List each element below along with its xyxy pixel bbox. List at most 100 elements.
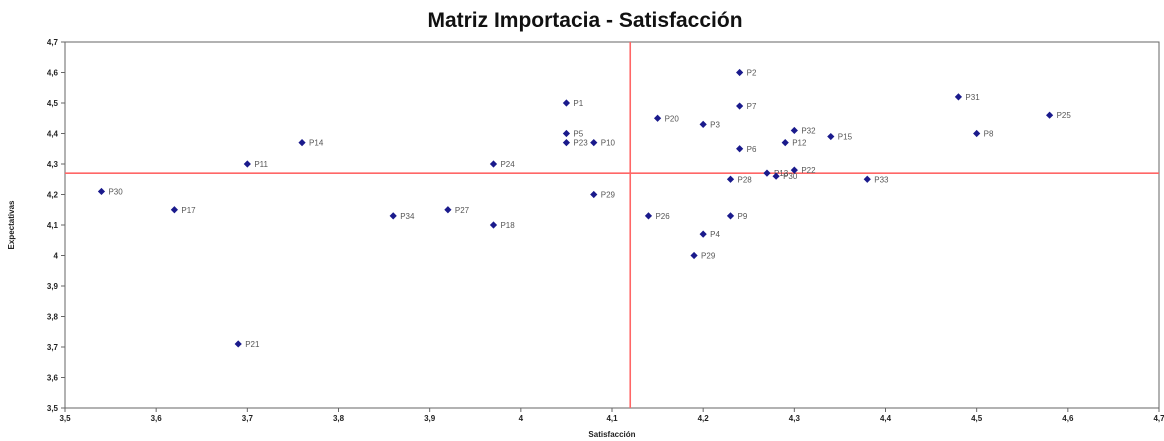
data-point-label: P29 (701, 252, 716, 261)
data-point-label: P9 (738, 212, 748, 221)
data-point-marker (389, 212, 397, 220)
data-point-marker (736, 102, 744, 110)
data-point-label: P33 (874, 175, 889, 184)
data-point-label: P17 (181, 206, 196, 215)
data-point-marker (298, 139, 306, 147)
y-tick-label: 3,8 (47, 313, 59, 322)
data-point-marker (234, 340, 242, 348)
data-point-marker (726, 175, 735, 183)
data-point-marker (562, 139, 571, 147)
x-tick-label: 3,7 (242, 414, 254, 423)
data-point-marker (790, 126, 798, 135)
data-point-marker (736, 145, 744, 153)
data-point-marker (827, 132, 835, 141)
data-point-label: P6 (747, 145, 757, 154)
data-point-label: P26 (655, 212, 670, 221)
data-point-marker (699, 230, 707, 238)
data-point-marker (590, 190, 598, 199)
x-tick-label: 3,8 (333, 414, 345, 423)
data-point-label: P24 (500, 160, 515, 169)
x-tick-label: 4,4 (880, 414, 892, 423)
data-point-marker (170, 206, 178, 214)
data-point-marker (562, 99, 571, 107)
data-point-label: P29 (601, 191, 616, 200)
data-point-marker (790, 166, 798, 174)
data-point-label: P30 (108, 187, 123, 196)
data-point-label: P30 (783, 172, 798, 181)
data-point-label: P27 (455, 206, 470, 215)
data-point-marker (590, 139, 598, 147)
y-tick-label: 4,6 (47, 69, 59, 78)
data-point-label: P7 (747, 102, 757, 111)
data-point-marker (644, 212, 653, 220)
data-point-label: P34 (400, 212, 415, 221)
data-point-label: P25 (1057, 111, 1072, 120)
data-point-label: P23 (573, 139, 588, 148)
data-point-marker (763, 169, 771, 177)
y-tick-label: 3,6 (47, 374, 59, 383)
x-tick-label: 4,2 (698, 414, 710, 423)
data-point-label: P10 (601, 139, 616, 148)
y-tick-label: 4,5 (47, 99, 59, 108)
data-point-label: P22 (801, 166, 816, 175)
x-tick-label: 4,7 (1153, 414, 1164, 423)
x-tick-label: 3,6 (151, 414, 163, 423)
data-point-label: P11 (254, 160, 268, 169)
data-point-marker (736, 68, 744, 77)
data-point-marker (1046, 111, 1054, 119)
data-point-label: P32 (801, 126, 816, 135)
x-tick-label: 3,5 (59, 414, 71, 423)
data-point-marker (690, 251, 698, 260)
data-point-marker (772, 172, 780, 180)
data-point-label: P12 (792, 139, 807, 148)
data-point-marker (97, 187, 106, 196)
y-tick-label: 4,7 (47, 38, 59, 47)
x-tick-label: 3,9 (424, 414, 436, 423)
data-point-label: P20 (665, 114, 680, 123)
data-point-marker (489, 221, 498, 229)
data-point-label: P3 (710, 120, 720, 129)
data-point-label: P18 (500, 221, 515, 230)
data-point-label: P13 (774, 169, 789, 178)
data-point-label: P2 (747, 69, 757, 78)
x-tick-label: 4,3 (789, 414, 801, 423)
data-point-marker (781, 139, 789, 147)
data-point-label: P31 (965, 93, 980, 102)
y-axis: 3,5 3,6 3,7 3,8 3,9 4 4,1 4,2 4,3 4,4 4,5 4,6 4,7 (47, 38, 65, 413)
data-point-marker (973, 129, 981, 138)
x-axis-label: Satisfacción (588, 430, 635, 439)
data-point-label: P8 (984, 130, 994, 139)
data-point-marker (562, 129, 571, 138)
data-point-label: P21 (245, 340, 260, 349)
x-tick-label: 4 (519, 414, 524, 423)
data-point-marker (954, 93, 963, 101)
y-tick-label: 4,4 (47, 130, 59, 139)
y-tick-label: 4 (54, 252, 59, 261)
data-point-marker (699, 120, 707, 128)
y-tick-label: 4,2 (47, 191, 59, 200)
y-axis-label: Expectativas (7, 200, 16, 249)
y-tick-label: 4,3 (47, 160, 59, 169)
y-tick-label: 3,5 (47, 404, 59, 413)
data-point-label: P15 (838, 133, 853, 142)
data-point-label: P1 (573, 99, 583, 108)
data-point-label: P28 (738, 175, 753, 184)
chart-title: Matriz Importacia - Satisfacción (427, 9, 742, 32)
reference-lines (65, 42, 1159, 408)
data-point-marker (243, 160, 251, 168)
x-axis: 3,5 3,6 3,7 3,8 3,9 4 4,1 4,2 4,3 4,4 4,5 4,6 4,7 (59, 408, 1164, 423)
data-point-marker (653, 114, 662, 122)
data-point-marker (444, 206, 452, 214)
data-point-label: P14 (309, 139, 324, 148)
y-tick-label: 4,1 (47, 221, 59, 230)
data-point-marker (863, 175, 871, 183)
plot-area (64, 41, 1160, 409)
x-tick-label: 4,1 (606, 414, 618, 423)
data-point-marker (489, 160, 498, 168)
y-tick-label: 3,9 (47, 282, 59, 291)
data-point-marker (726, 212, 735, 220)
x-tick-label: 4,5 (971, 414, 983, 423)
data-point-label: P5 (573, 130, 583, 139)
